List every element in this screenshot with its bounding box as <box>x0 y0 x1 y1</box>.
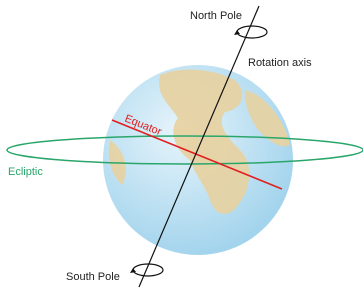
north-pole-label: North Pole <box>190 10 242 22</box>
north-rotation-arrow <box>237 26 267 38</box>
rotation-axis-label: Rotation axis <box>248 57 312 69</box>
south-pole-label: South Pole <box>66 271 120 283</box>
north-arrowhead <box>234 30 240 35</box>
diagram: North Pole Rotation axis Equator Eclipti… <box>0 0 363 291</box>
south-arrowhead <box>130 268 136 273</box>
ecliptic-label: Ecliptic <box>8 166 43 178</box>
page: North Pole Rotation axis Equator Eclipti… <box>0 0 363 291</box>
